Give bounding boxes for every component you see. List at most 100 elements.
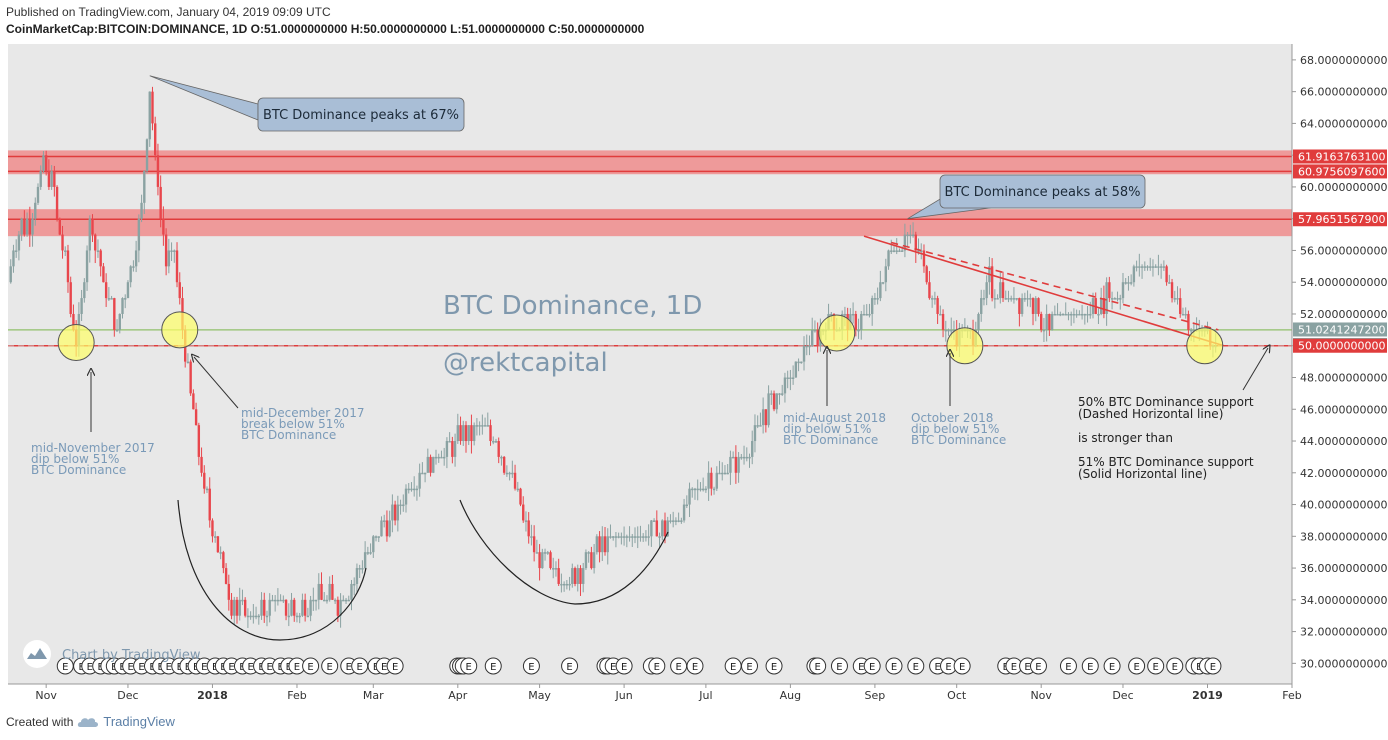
candle-body (519, 488, 522, 505)
candle-body (213, 536, 217, 538)
candle-body (342, 599, 345, 602)
event-marker-icon[interactable] (484, 657, 502, 675)
event-marker-icon[interactable] (386, 657, 404, 675)
candle-body (121, 298, 124, 314)
candle-body (1097, 313, 1100, 316)
event-marker-icon[interactable] (522, 657, 540, 675)
candle-body (647, 536, 650, 538)
candle-body (421, 472, 424, 475)
candle-body (767, 393, 770, 426)
candle-body (268, 599, 271, 616)
candle-body (156, 155, 160, 187)
candle-body (982, 298, 986, 300)
candle-body (254, 615, 258, 618)
candle-body (571, 568, 574, 584)
candle-body (1069, 313, 1073, 316)
candle-body (445, 441, 449, 457)
candle-body (475, 425, 479, 427)
candle-body (494, 441, 498, 443)
event-marker-icon[interactable] (561, 657, 579, 675)
candle-body (884, 266, 888, 283)
candle-body (1048, 313, 1051, 330)
event-marker-icon[interactable] (1059, 657, 1077, 675)
event-marker-icon[interactable] (648, 657, 666, 675)
event-marker-icon[interactable] (1204, 657, 1222, 675)
candle-body (412, 488, 416, 491)
event-marker-icon[interactable] (809, 657, 827, 675)
candle-body (1089, 313, 1092, 316)
candle-body (194, 409, 198, 426)
price-label-box (1293, 338, 1387, 353)
event-marker-icon[interactable] (741, 657, 759, 675)
event-marker-label: E (327, 662, 333, 673)
event-marker-icon[interactable] (953, 657, 971, 675)
event-marker-label: E (138, 662, 144, 673)
event-marker-icon[interactable] (885, 657, 903, 675)
event-marker-label: E (1210, 662, 1216, 673)
candle-body (323, 599, 326, 602)
candle-body (712, 488, 716, 491)
event-marker-icon[interactable] (615, 657, 633, 675)
candle-body (862, 313, 866, 316)
event-marker-icon[interactable] (1103, 657, 1121, 675)
candle-body (1132, 266, 1136, 283)
candle-body (892, 250, 896, 252)
candle-body (336, 599, 340, 616)
event-marker-icon[interactable] (1081, 657, 1099, 675)
candle-body (1026, 298, 1029, 300)
candle-body (614, 536, 618, 538)
event-marker-icon[interactable] (1147, 657, 1165, 675)
candle-body (633, 536, 637, 538)
bottom-arc-1 (177, 499, 367, 641)
candle-body (464, 425, 468, 442)
candle-body (513, 472, 517, 489)
price-tick-label: 42.0000000000 (1300, 467, 1387, 480)
price-tick-label: 34.0000000000 (1300, 594, 1387, 607)
candle-body (1056, 313, 1059, 316)
candle-body (950, 329, 953, 332)
notes: 50% BTC Dominance support(Dashed Horizon… (1078, 348, 1268, 481)
event-marker-label: E (675, 662, 681, 673)
candle-body (707, 472, 710, 489)
event-marker-icon[interactable] (1029, 657, 1047, 675)
event-marker-icon[interactable] (765, 657, 783, 675)
candle-body (1173, 298, 1176, 300)
callout-box (939, 174, 1146, 209)
event-marker-icon[interactable] (1128, 657, 1146, 675)
candle-body (704, 488, 708, 491)
time-tick-label: May (528, 689, 551, 702)
event-marker-icon[interactable] (302, 657, 320, 675)
candle-body (603, 536, 607, 553)
time-tick-label: Oct (947, 689, 967, 702)
candle-body (102, 266, 105, 283)
price-tick-label: 40.0000000000 (1300, 499, 1387, 512)
event-marker-icon[interactable] (321, 657, 339, 675)
candle-body (1154, 266, 1157, 268)
candle-body (113, 298, 116, 330)
candle-body (541, 552, 544, 569)
candle-body (652, 520, 656, 522)
candle-body (699, 488, 702, 491)
tradingview-brand[interactable]: TradingView (103, 714, 175, 729)
time-axis-background (8, 684, 1292, 706)
candle-body (1007, 298, 1010, 300)
price-tick-label: 54.0000000000 (1300, 276, 1387, 289)
candle-body (557, 568, 560, 584)
candle-body (1168, 282, 1171, 284)
candle-body (1061, 313, 1065, 316)
candle-body (1099, 298, 1103, 314)
candle-body (1086, 313, 1089, 316)
price-tick-label: 56.0000000000 (1300, 244, 1387, 257)
candle-body (903, 234, 907, 251)
event-marker-icon[interactable] (863, 657, 881, 675)
event-marker-icon[interactable] (907, 657, 925, 675)
candle-body (1034, 298, 1037, 314)
candle-body (69, 282, 72, 314)
candle-body (1108, 282, 1111, 299)
event-marker-icon[interactable] (830, 657, 848, 675)
event-marker-icon[interactable] (686, 657, 704, 675)
event-marker-icon[interactable] (1166, 657, 1184, 675)
dominance-chart[interactable]: BTC Dominance, 1D @rektcapital BTC Domin… (0, 0, 1388, 712)
event-marker-icon[interactable] (460, 657, 478, 675)
